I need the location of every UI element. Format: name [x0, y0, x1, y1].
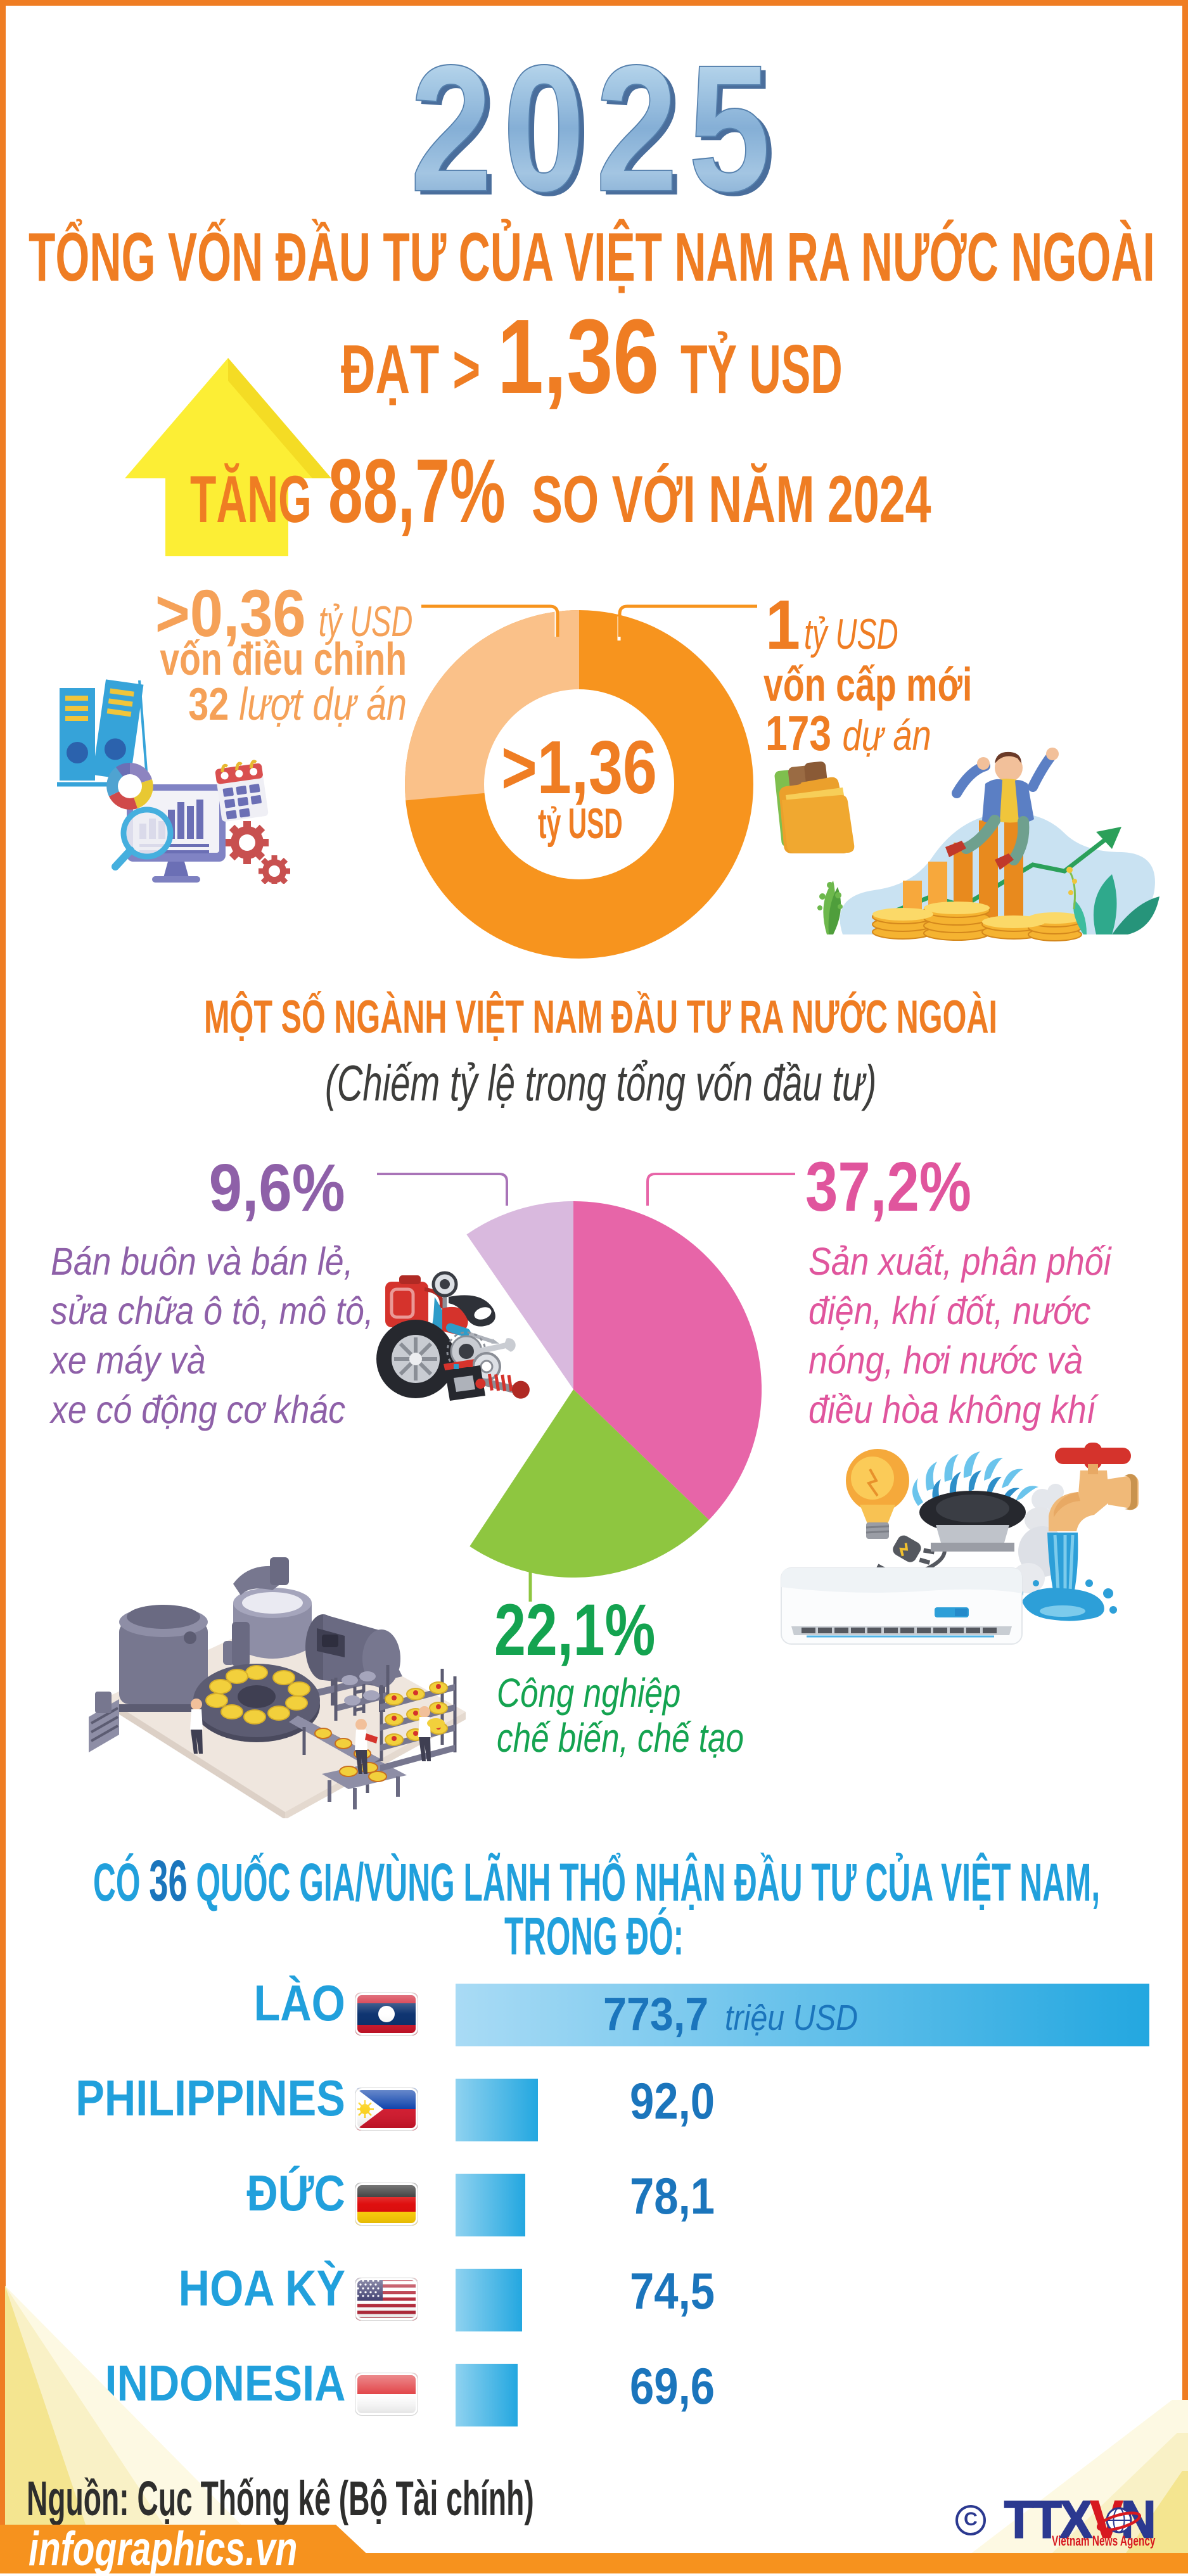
svg-text:2025: 2025 — [415, 48, 786, 206]
svg-text:2025: 2025 — [410, 48, 781, 206]
